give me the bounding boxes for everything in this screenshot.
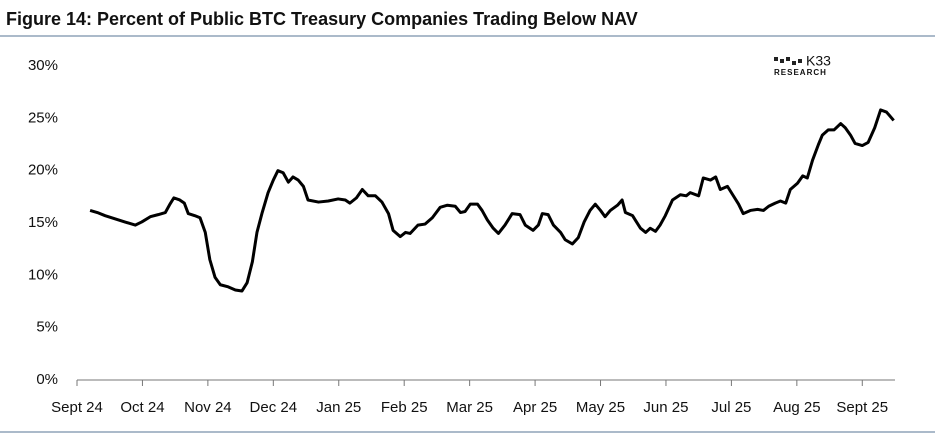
y-tick-label: 10% xyxy=(28,266,58,283)
x-tick-label: Nov 24 xyxy=(184,399,232,416)
logo-subtitle: RESEARCH xyxy=(774,68,827,77)
logo-text: K33 xyxy=(806,53,831,69)
line xyxy=(89,108,895,293)
x-tick-label: Mar 25 xyxy=(446,399,493,416)
x-tick-label: Jun 25 xyxy=(643,399,688,416)
x-tick-label: Apr 25 xyxy=(513,399,557,416)
y-tick-label: 30% xyxy=(28,57,58,74)
y-tick-label: 20% xyxy=(28,162,58,179)
x-tick-label: Sept 25 xyxy=(836,399,888,416)
y-tick-label: 15% xyxy=(28,214,58,231)
logo: K33 RESEARCH xyxy=(774,53,831,77)
logo-dot xyxy=(798,59,802,63)
chart-title: Figure 14: Percent of Public BTC Treasur… xyxy=(6,9,638,29)
logo-dot xyxy=(780,59,784,63)
x-tick-label: Feb 25 xyxy=(381,399,428,416)
x-tick-label: Aug 25 xyxy=(773,399,821,416)
logo-dot xyxy=(792,61,796,65)
y-tick-label: 0% xyxy=(36,371,58,388)
y-tick-label: 25% xyxy=(28,109,58,126)
x-tick-label: Sept 24 xyxy=(51,399,103,416)
logo-dot xyxy=(774,57,778,61)
logo-dot xyxy=(786,57,790,61)
y-tick-label: 5% xyxy=(36,319,58,336)
x-tick-label: Dec 24 xyxy=(250,399,298,416)
x-tick-label: Jan 25 xyxy=(316,399,361,416)
x-tick-label: Jul 25 xyxy=(711,399,751,416)
x-tick-label: Oct 24 xyxy=(120,399,164,416)
x-tick-label: May 25 xyxy=(576,399,625,416)
